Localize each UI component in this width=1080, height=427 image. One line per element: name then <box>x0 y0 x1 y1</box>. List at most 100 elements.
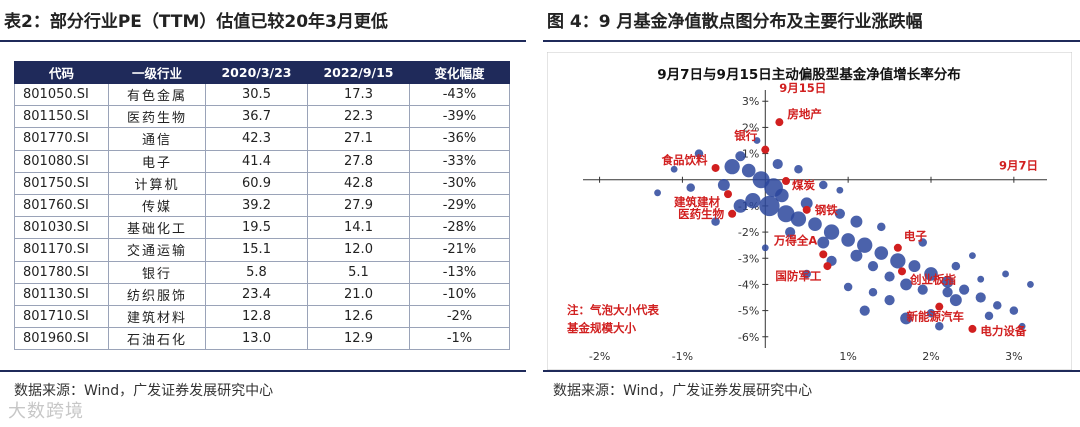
y-tick-label: -3% <box>738 252 759 265</box>
fund-bubble <box>1009 306 1019 315</box>
cell-industry: 计算机 <box>108 171 206 195</box>
industry-point <box>728 209 737 218</box>
cell-code: 801710.SI <box>14 304 109 329</box>
cell-change: -28% <box>409 216 510 240</box>
fund-bubble <box>867 261 879 272</box>
cell-pe-2020: 36.7 <box>205 105 308 129</box>
cell-industry: 传媒 <box>108 193 206 218</box>
fund-bubble <box>694 149 704 158</box>
cell-industry: 银行 <box>108 260 206 284</box>
cell-change: -36% <box>409 127 510 151</box>
x-tick-label: -2% <box>589 350 610 363</box>
y-tick-label: -5% <box>738 305 759 318</box>
fund-bubble <box>823 224 840 240</box>
cell-pe-2020: 12.8 <box>205 304 308 329</box>
fund-bubble <box>951 261 961 271</box>
cell-pe-2022: 12.9 <box>307 327 410 351</box>
fund-bubble <box>717 179 730 191</box>
cell-pe-2020: 41.4 <box>205 149 308 173</box>
industry-label: 房地产 <box>787 107 822 121</box>
fund-bubble <box>1002 270 1009 278</box>
cell-pe-2022: 12.0 <box>307 238 410 262</box>
fund-bubble <box>772 158 783 170</box>
cell-pe-2022: 14.1 <box>307 216 410 240</box>
cell-code: 801770.SI <box>14 127 109 151</box>
chart-axes: -2%-1%1%2%3%3%2%1%-1%-2%-3%-4%-5%-6%9月7日… <box>583 81 1047 363</box>
industry-point <box>711 163 720 172</box>
fund-bubble <box>884 295 895 306</box>
industry-point <box>935 302 944 311</box>
fund-bubble <box>918 238 927 247</box>
cell-code: 801080.SI <box>14 149 109 173</box>
y-tick-label: -2% <box>738 226 759 239</box>
pe-table: 代码 一级行业 2020/3/23 2022/9/15 变化幅度 801050.… <box>14 61 510 351</box>
watermark: 大数跨境 <box>8 401 84 422</box>
scatter-chart: 9月7日与9月15日主动偏股型基金净值增长率分布 -2% -1% 1% 2% 3% 3% 2… <box>547 52 1072 370</box>
table-row: 801050.SI 有色金属 30.5 17.3 -43% <box>14 82 510 107</box>
fund-bubble <box>942 287 953 298</box>
industry-label: 钢铁 <box>815 203 838 217</box>
bottom-rule <box>0 370 526 372</box>
cell-industry: 纺织服饰 <box>108 282 206 306</box>
fund-bubble <box>733 199 748 213</box>
left-source: 数据来源：Wind，广发证券发展研究中心 <box>14 383 274 399</box>
cell-change: -21% <box>409 238 510 262</box>
cell-change: -1% <box>409 327 510 351</box>
cell-industry: 石油石化 <box>108 327 206 351</box>
table-row: 801130.SI 纺织服饰 23.4 21.0 -10% <box>14 282 510 306</box>
industry-label: 电力设备 <box>980 324 1026 338</box>
industry-point <box>775 118 784 127</box>
fund-bubble <box>841 233 855 247</box>
fund-bubble <box>857 237 873 253</box>
header-change: 变化幅度 <box>409 61 510 84</box>
fund-bubble <box>802 269 811 279</box>
header-2022: 2022/9/15 <box>307 61 410 84</box>
fund-bubble <box>735 151 746 162</box>
chart-note-line-2: 基金规模大小 <box>566 321 636 335</box>
fund-bubble <box>900 312 913 325</box>
cell-industry: 医药生物 <box>108 105 206 129</box>
fund-bubble <box>745 193 761 209</box>
cell-pe-2022: 17.3 <box>307 82 410 107</box>
cell-pe-2020: 15.1 <box>205 238 308 262</box>
industry-label: 银行 <box>734 129 757 143</box>
industry-label: 医药生物 <box>678 207 724 221</box>
cell-code: 801050.SI <box>14 82 109 107</box>
cell-pe-2022: 27.8 <box>307 149 410 173</box>
fund-bubble <box>753 137 761 144</box>
cell-industry: 通信 <box>108 127 206 151</box>
cell-pe-2022: 5.1 <box>307 260 410 284</box>
cell-pe-2022: 22.3 <box>307 105 410 129</box>
fund-bubble <box>777 205 795 223</box>
cell-pe-2020: 13.0 <box>205 327 308 351</box>
fund-bubble <box>775 188 789 203</box>
cell-pe-2022: 21.0 <box>307 282 410 306</box>
fund-bubble <box>1027 281 1034 288</box>
cell-change: -10% <box>409 282 510 306</box>
x-tick-label: 2% <box>922 350 939 363</box>
fund-bubble <box>785 226 796 238</box>
cell-code: 801170.SI <box>14 238 109 262</box>
table-header-row: 代码 一级行业 2020/3/23 2022/9/15 变化幅度 <box>14 61 510 84</box>
right-bottom-rule <box>543 370 1080 372</box>
cell-code: 801150.SI <box>14 105 109 129</box>
fund-bubble <box>834 208 845 219</box>
fund-bubble <box>761 244 769 252</box>
cell-industry: 交通运输 <box>108 238 206 262</box>
cell-change: -43% <box>409 82 510 107</box>
cell-pe-2020: 30.5 <box>205 82 308 107</box>
x-tick-label: 1% <box>839 350 856 363</box>
cell-pe-2020: 5.8 <box>205 260 308 284</box>
industry-point <box>802 205 811 214</box>
fund-bubble <box>850 249 863 262</box>
cell-code: 801760.SI <box>14 193 109 218</box>
industry-label: 煤炭 <box>792 178 815 192</box>
industry-label: 万得全A <box>773 233 817 247</box>
industry-point <box>893 243 902 252</box>
industry-point <box>968 324 977 333</box>
cell-change: -39% <box>409 105 510 129</box>
cell-industry: 基础化工 <box>108 216 206 240</box>
industry-label: 食品饮料 <box>662 153 708 167</box>
industry-label: 新能源汽车 <box>907 310 965 324</box>
